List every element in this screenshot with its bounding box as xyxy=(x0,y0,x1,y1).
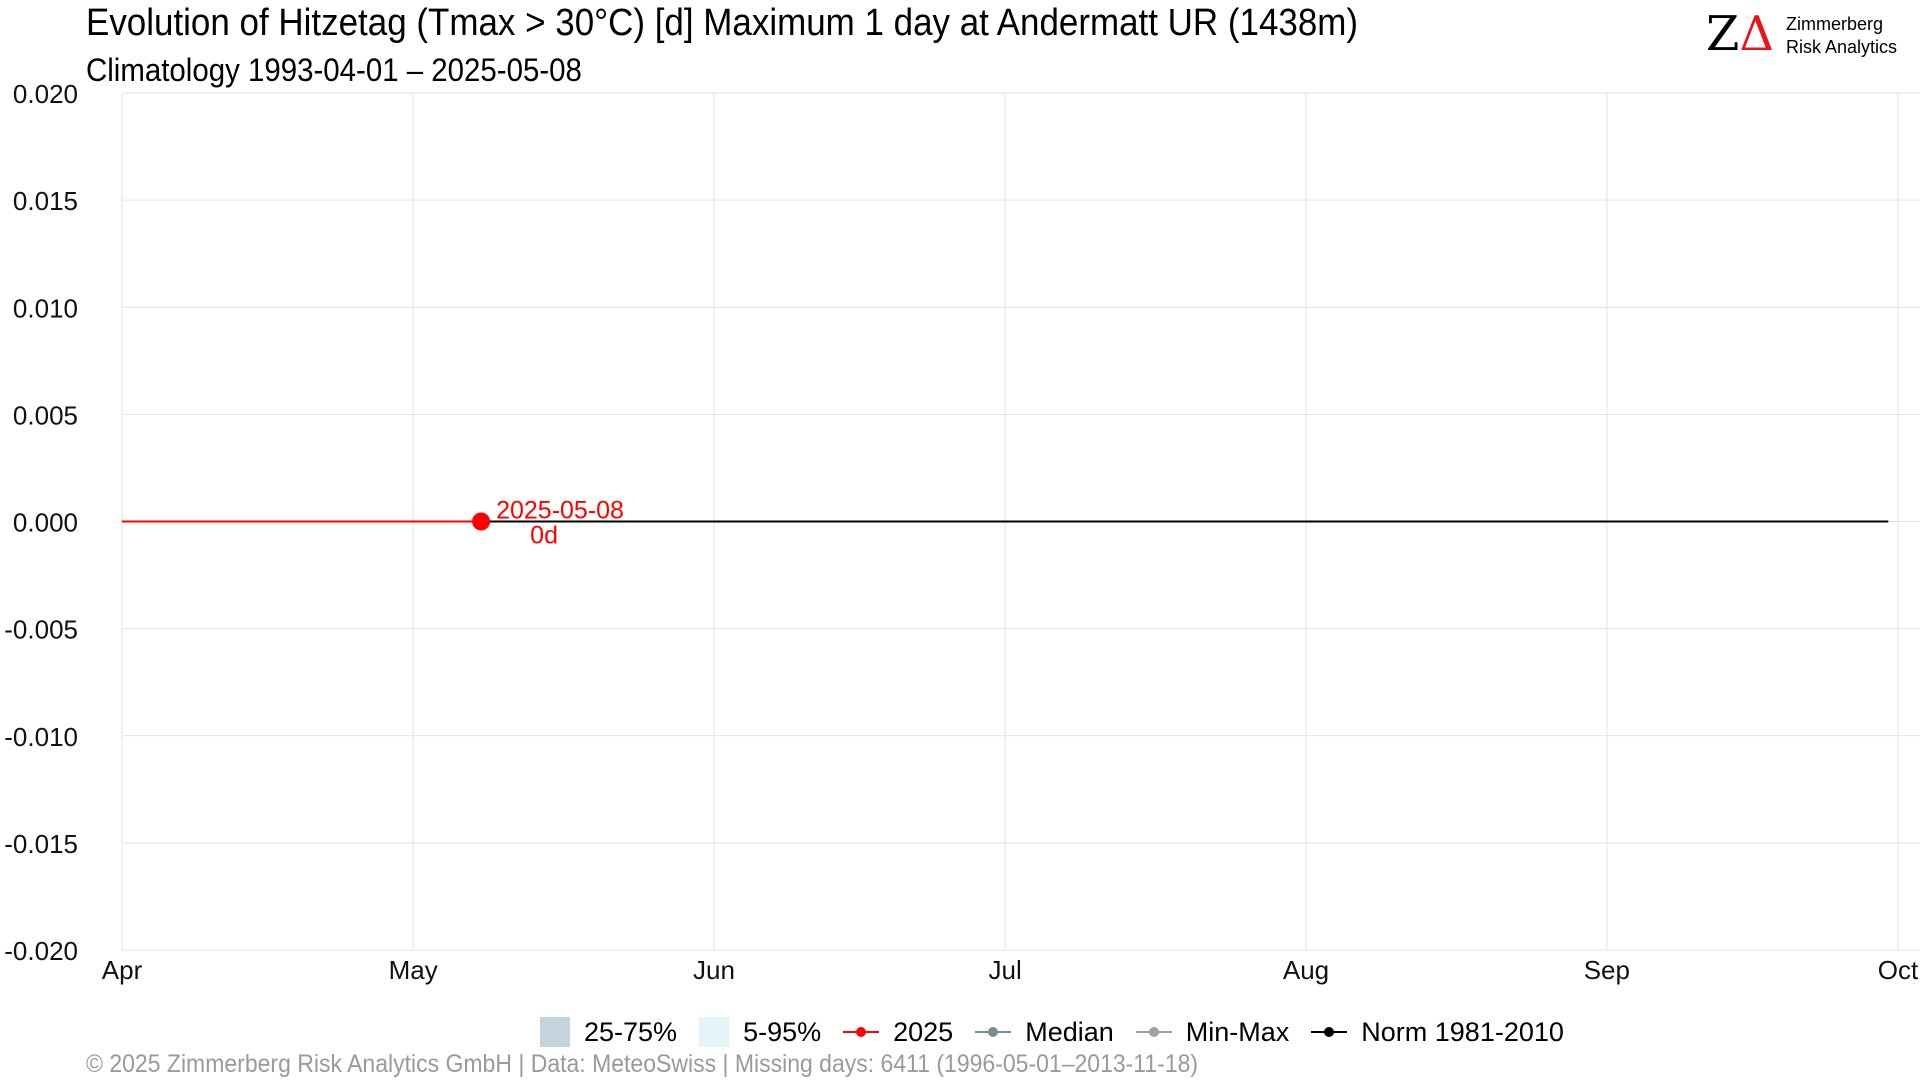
x-axis-tick-labels: Apr May Jun Jul Aug Sep Oct xyxy=(102,955,1919,985)
x-tick-label: May xyxy=(389,955,438,985)
legend-label: 5-95% xyxy=(743,1016,822,1047)
x-tick-label: Sep xyxy=(1584,955,1630,985)
x-tick-label: Apr xyxy=(102,955,143,985)
brand-name-line2: Risk Analytics xyxy=(1786,37,1898,57)
legend-item: Min-Max xyxy=(1135,1016,1290,1048)
x-tick-label: Aug xyxy=(1283,955,1329,985)
legend-swatch-icon xyxy=(699,1017,730,1047)
current-value-point xyxy=(472,512,491,531)
y-tick-label: 0.010 xyxy=(13,293,78,323)
y-tick-label: 0.000 xyxy=(13,508,78,538)
legend-item: 2025 xyxy=(843,1017,953,1048)
brand-mark-delta-icon: Δ xyxy=(1739,6,1775,62)
legend-line-icon xyxy=(1135,1022,1172,1042)
legend-item: Norm 1981-2010 xyxy=(1311,1017,1564,1048)
y-tick-label: -0.010 xyxy=(4,722,78,752)
y-tick-label: -0.020 xyxy=(4,936,78,966)
y-tick-label: -0.005 xyxy=(4,615,78,645)
annotation-date-label: 2025-05-08 xyxy=(496,497,624,525)
legend-item: 25-75% xyxy=(540,1017,677,1048)
annotation-value-label: 0d xyxy=(530,522,558,550)
legend-line-icon xyxy=(1311,1022,1348,1042)
brand-mark-z: Z xyxy=(1706,6,1740,62)
brand-mark: ZΔ xyxy=(1706,6,1774,62)
legend-line-icon xyxy=(975,1022,1012,1042)
x-tick-label: Jul xyxy=(989,955,1022,985)
chart-legend: 25-75% 5-95% 2025 Median Min-Max Norm 1981-20… xyxy=(540,1014,1586,1050)
y-tick-label: 0.015 xyxy=(13,186,78,216)
chart-subtitle: Climatology 1993-04-01 – 2025-05-08 xyxy=(86,52,582,88)
brand-name-line1: Zimmerberg xyxy=(1786,14,1884,34)
legend-label: 25-75% xyxy=(584,1016,678,1047)
legend-swatch-icon xyxy=(540,1017,570,1047)
brand-logo: ZΔ Zimmerberg Risk Analytics xyxy=(1706,6,1906,62)
y-tick-label: 0.005 xyxy=(13,400,78,430)
chart-title: Evolution of Hitzetag (Tmax > 30°C) [d] … xyxy=(86,2,1359,44)
legend-line-icon xyxy=(843,1022,880,1042)
legend-label: 2025 xyxy=(893,1016,954,1047)
x-tick-label: Oct xyxy=(1878,955,1919,985)
y-tick-label: -0.015 xyxy=(4,829,78,859)
legend-label: Median xyxy=(1025,1016,1114,1047)
y-axis-tick-labels: 0.020 0.015 0.010 0.005 0.000 -0.005 -0.010 -0.… xyxy=(4,79,78,966)
x-tick-label: Jun xyxy=(693,955,735,985)
chart-plot: 0.020 0.015 0.010 0.005 0.000 -0.005 -0.010 -0.… xyxy=(4,79,1920,985)
legend-label: Norm 1981-2010 xyxy=(1361,1016,1564,1047)
legend-item: 5-95% xyxy=(699,1017,821,1048)
legend-item: Median xyxy=(975,1017,1114,1048)
legend-label: Min-Max xyxy=(1185,1016,1290,1047)
y-tick-label: 0.020 xyxy=(13,79,78,109)
footer-credits: © 2025 Zimmerberg Risk Analytics GmbH | … xyxy=(86,1050,1199,1078)
